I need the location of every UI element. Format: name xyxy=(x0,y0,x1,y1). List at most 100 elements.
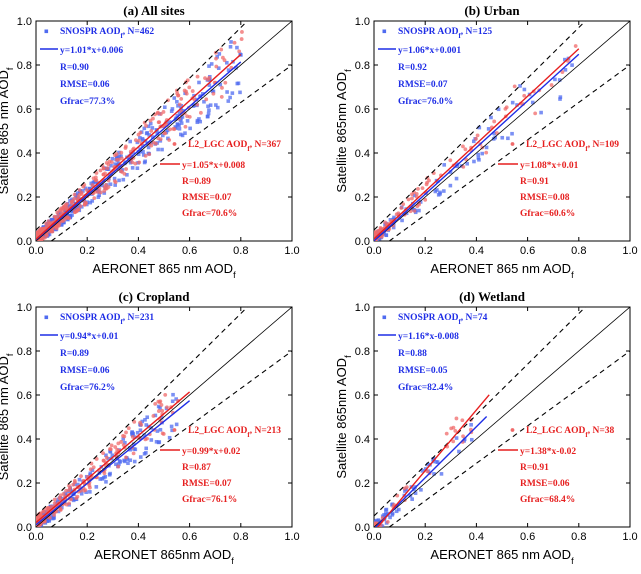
scatter-point-snospr xyxy=(238,90,242,95)
scatter-point-snospr xyxy=(108,450,113,454)
scatter-point-snospr xyxy=(394,509,399,514)
scatter-point-snospr xyxy=(75,482,80,487)
scatter-point-snospr xyxy=(417,208,421,213)
scatter-point-l2lgc xyxy=(46,506,51,511)
scatter-point-snospr xyxy=(102,191,107,195)
scatter-point-snospr xyxy=(480,151,485,156)
scatter-point-l2lgc xyxy=(211,91,216,96)
y-axis-label: Satellite 865 nm AODf xyxy=(0,353,15,480)
scatter-point-l2lgc xyxy=(533,111,538,116)
legend-stat-l2lgc: Gfrac=68.4% xyxy=(520,495,575,505)
scatter-point-l2lgc xyxy=(223,80,228,85)
scatter-point-snospr xyxy=(563,68,568,72)
legend-stat-snospr: R=0.92 xyxy=(398,63,427,73)
scatter-point-snospr xyxy=(210,89,215,94)
scatter-point-snospr xyxy=(448,183,453,188)
scatter-point-snospr xyxy=(234,66,238,70)
scatter-point-snospr xyxy=(72,489,76,494)
x-tick-label: 0.6 xyxy=(182,245,197,257)
scatter-point-snospr xyxy=(208,103,213,107)
scatter-point-l2lgc xyxy=(385,519,390,524)
scatter-point-l2lgc xyxy=(423,197,428,202)
scatter-point-snospr xyxy=(384,233,388,237)
chart-title: (b) Urban xyxy=(464,3,520,18)
scatter-point-snospr xyxy=(386,511,390,516)
scatter-point-snospr xyxy=(214,103,218,107)
scatter-point-snospr xyxy=(162,105,167,110)
scatter-point-l2lgc xyxy=(156,120,161,125)
scatter-point-snospr xyxy=(192,93,196,98)
scatter-point-l2lgc xyxy=(130,435,135,439)
scatter-point-snospr xyxy=(108,182,113,187)
scatter-point-snospr xyxy=(110,453,115,458)
scatter-point-l2lgc xyxy=(67,488,72,492)
scatter-point-l2lgc xyxy=(132,419,137,424)
legend-stat-l2lgc: Gfrac=60.6% xyxy=(520,209,575,219)
scatter-point-snospr xyxy=(157,440,162,444)
scatter-point-snospr xyxy=(147,133,151,137)
legend-stat-snospr: R=0.88 xyxy=(398,349,427,359)
one-to-one-line xyxy=(374,307,630,527)
scatter-point-l2lgc xyxy=(195,74,200,79)
scatter-point-snospr xyxy=(138,428,143,433)
scatter-point-snospr xyxy=(510,100,515,105)
scatter-point-l2lgc xyxy=(126,426,131,431)
scatter-point-snospr xyxy=(179,117,183,121)
y-tick-label: 0.2 xyxy=(355,192,370,204)
scatter-point-l2lgc xyxy=(151,414,156,418)
legend-stat-snospr: Gfrac=77.3% xyxy=(60,97,115,107)
x-axis-label: AERONET 865 nm AODf xyxy=(92,261,236,280)
scatter-point-l2lgc xyxy=(37,231,41,236)
scatter-point-l2lgc xyxy=(410,196,414,201)
scatter-point-l2lgc xyxy=(133,161,138,166)
scatter-point-l2lgc xyxy=(77,188,82,192)
y-tick-label: 0.8 xyxy=(355,346,370,358)
scatter-point-l2lgc xyxy=(220,85,224,90)
scatter-point-snospr xyxy=(150,126,155,130)
scatter-point-snospr xyxy=(197,117,201,121)
y-axis-label: Satellite 865nm AODf xyxy=(334,69,353,193)
scatter-point-snospr xyxy=(115,154,119,159)
scatter-point-snospr xyxy=(530,100,535,105)
scatter-point-snospr xyxy=(91,180,96,185)
scatter-point-snospr xyxy=(226,99,231,103)
scatter-point-l2lgc xyxy=(475,133,480,138)
scatter-point-l2lgc xyxy=(168,127,172,132)
scatter-point-l2lgc xyxy=(79,474,83,479)
scatter-point-snospr xyxy=(143,418,147,422)
scatter-point-snospr xyxy=(47,517,51,522)
x-tick-label: 0.8 xyxy=(233,531,248,543)
scatter-point-snospr xyxy=(47,232,52,237)
scatter-point-l2lgc xyxy=(124,430,128,435)
scatter-point-snospr xyxy=(539,110,543,115)
y-tick-label: 0.6 xyxy=(355,390,370,402)
scatter-point-snospr xyxy=(236,81,241,86)
lower-envelope-line xyxy=(51,350,292,527)
scatter-point-snospr xyxy=(215,55,219,59)
x-tick-label: 1.0 xyxy=(284,245,299,257)
scatter-point-l2lgc xyxy=(177,102,182,107)
scatter-point-snospr xyxy=(88,490,92,494)
scatter-point-snospr xyxy=(149,438,154,442)
scatter-point-l2lgc xyxy=(109,443,114,448)
x-tick-label: 0.6 xyxy=(520,531,535,543)
scatter-point-snospr xyxy=(155,429,160,433)
scatter-point-snospr xyxy=(396,507,401,512)
scatter-point-l2lgc xyxy=(156,136,161,141)
scatter-point-snospr xyxy=(100,183,105,188)
scatter-point-snospr xyxy=(518,84,522,88)
scatter-point-l2lgc xyxy=(461,164,466,169)
scatter-point-l2lgc xyxy=(72,478,77,483)
scatter-point-snospr xyxy=(563,57,567,62)
scatter-point-l2lgc xyxy=(48,221,52,226)
scatter-point-l2lgc xyxy=(415,204,420,209)
scatter-point-l2lgc xyxy=(78,204,83,209)
x-tick-label: 0.8 xyxy=(571,531,586,543)
scatter-point-snospr xyxy=(206,104,210,109)
scatter-point-snospr xyxy=(160,147,164,152)
scatter-point-l2lgc xyxy=(40,228,44,232)
scatter-point-snospr xyxy=(188,126,192,131)
scatter-point-snospr xyxy=(469,422,473,427)
one-to-one-line xyxy=(36,21,292,241)
scatter-point-snospr xyxy=(476,156,481,160)
